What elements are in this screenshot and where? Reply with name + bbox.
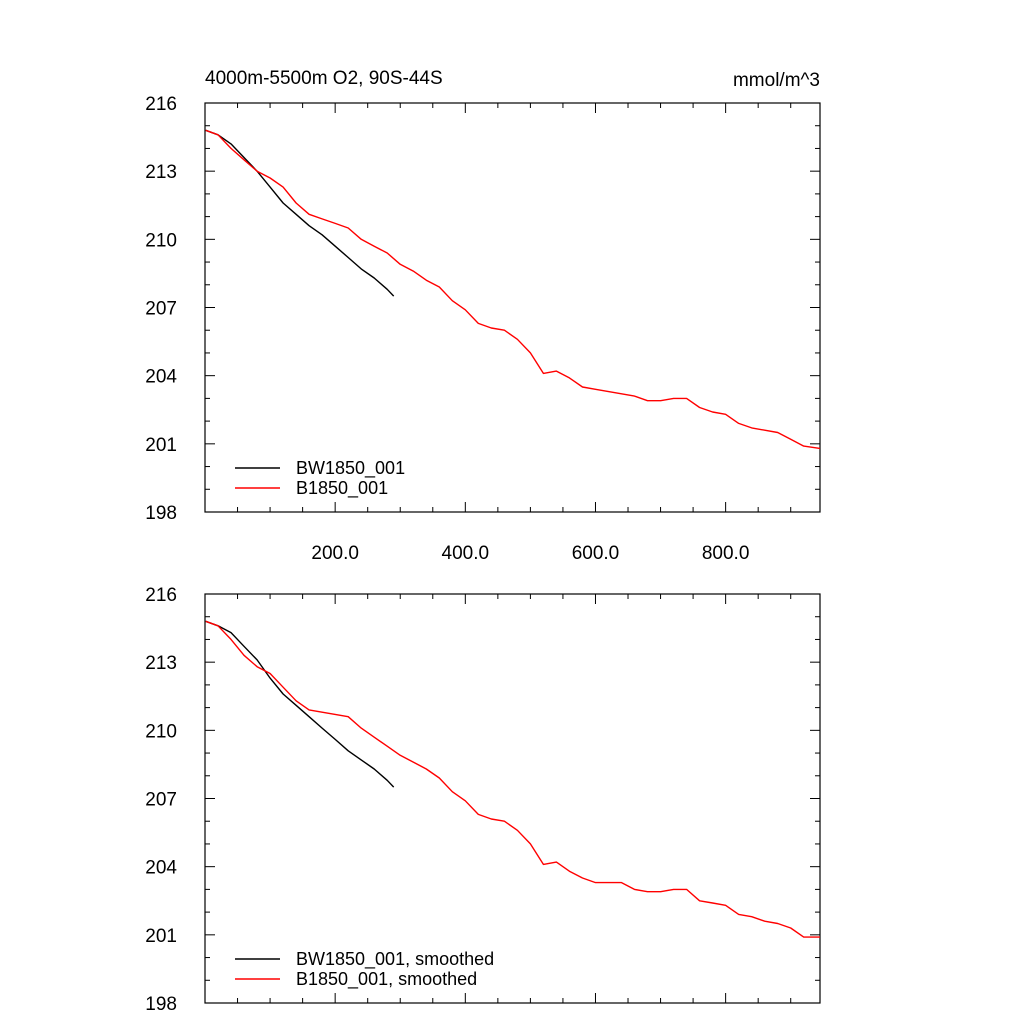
series-line-black — [205, 620, 395, 788]
y-tick-label: 204 — [145, 858, 177, 879]
series-layer — [205, 129, 821, 450]
y-tick-label: 210 — [145, 230, 177, 251]
y-tick-label: 216 — [145, 94, 177, 115]
y-tick-label: 210 — [145, 721, 177, 742]
y-tick-label: 207 — [145, 790, 177, 811]
y-tick-label: 213 — [145, 162, 177, 183]
legend-label: B1850_001 — [296, 478, 388, 499]
legend-label: BW1850_001, smoothed — [296, 949, 494, 970]
top-panel: 4000m-5500m O2, 90S-44S mmol/m^3 198 201 2… — [145, 68, 821, 564]
chart-title: 4000m-5500m O2, 90S-44S — [205, 68, 443, 89]
x-tick-label: 800.0 — [702, 543, 750, 564]
y-tick-label: 198 — [145, 503, 177, 524]
axis-ticks: 198 201 204 207 210 213 216 200.0 400.0 600.0 800.… — [145, 94, 820, 564]
units-label: mmol/m^3 — [733, 70, 820, 91]
x-tick-label: 600.0 — [572, 543, 620, 564]
plot-frame — [204, 102, 821, 513]
y-tick-label: 213 — [145, 653, 177, 674]
y-tick-label: 207 — [145, 299, 177, 320]
legend-label: BW1850_001 — [296, 458, 405, 479]
series-line-red — [205, 620, 820, 938]
series-layer — [205, 620, 820, 938]
y-tick-label: 201 — [145, 926, 177, 947]
y-tick-label: 204 — [145, 367, 177, 388]
legend-label: B1850_001, smoothed — [296, 969, 477, 990]
x-tick-label: 400.0 — [442, 543, 490, 564]
series-line-black — [205, 129, 395, 297]
y-tick-label: 201 — [145, 435, 177, 456]
series-line-red — [205, 129, 821, 450]
plot-frame — [204, 593, 821, 1004]
x-tick-label: 200.0 — [311, 543, 359, 564]
bottom-panel: 198 201 204 207 210 213 216 BW1850_001, smooth… — [145, 585, 821, 1015]
y-tick-label: 198 — [145, 994, 177, 1015]
y-tick-label: 216 — [145, 585, 177, 606]
axis-ticks: 198 201 204 207 210 213 216 — [145, 585, 820, 1015]
